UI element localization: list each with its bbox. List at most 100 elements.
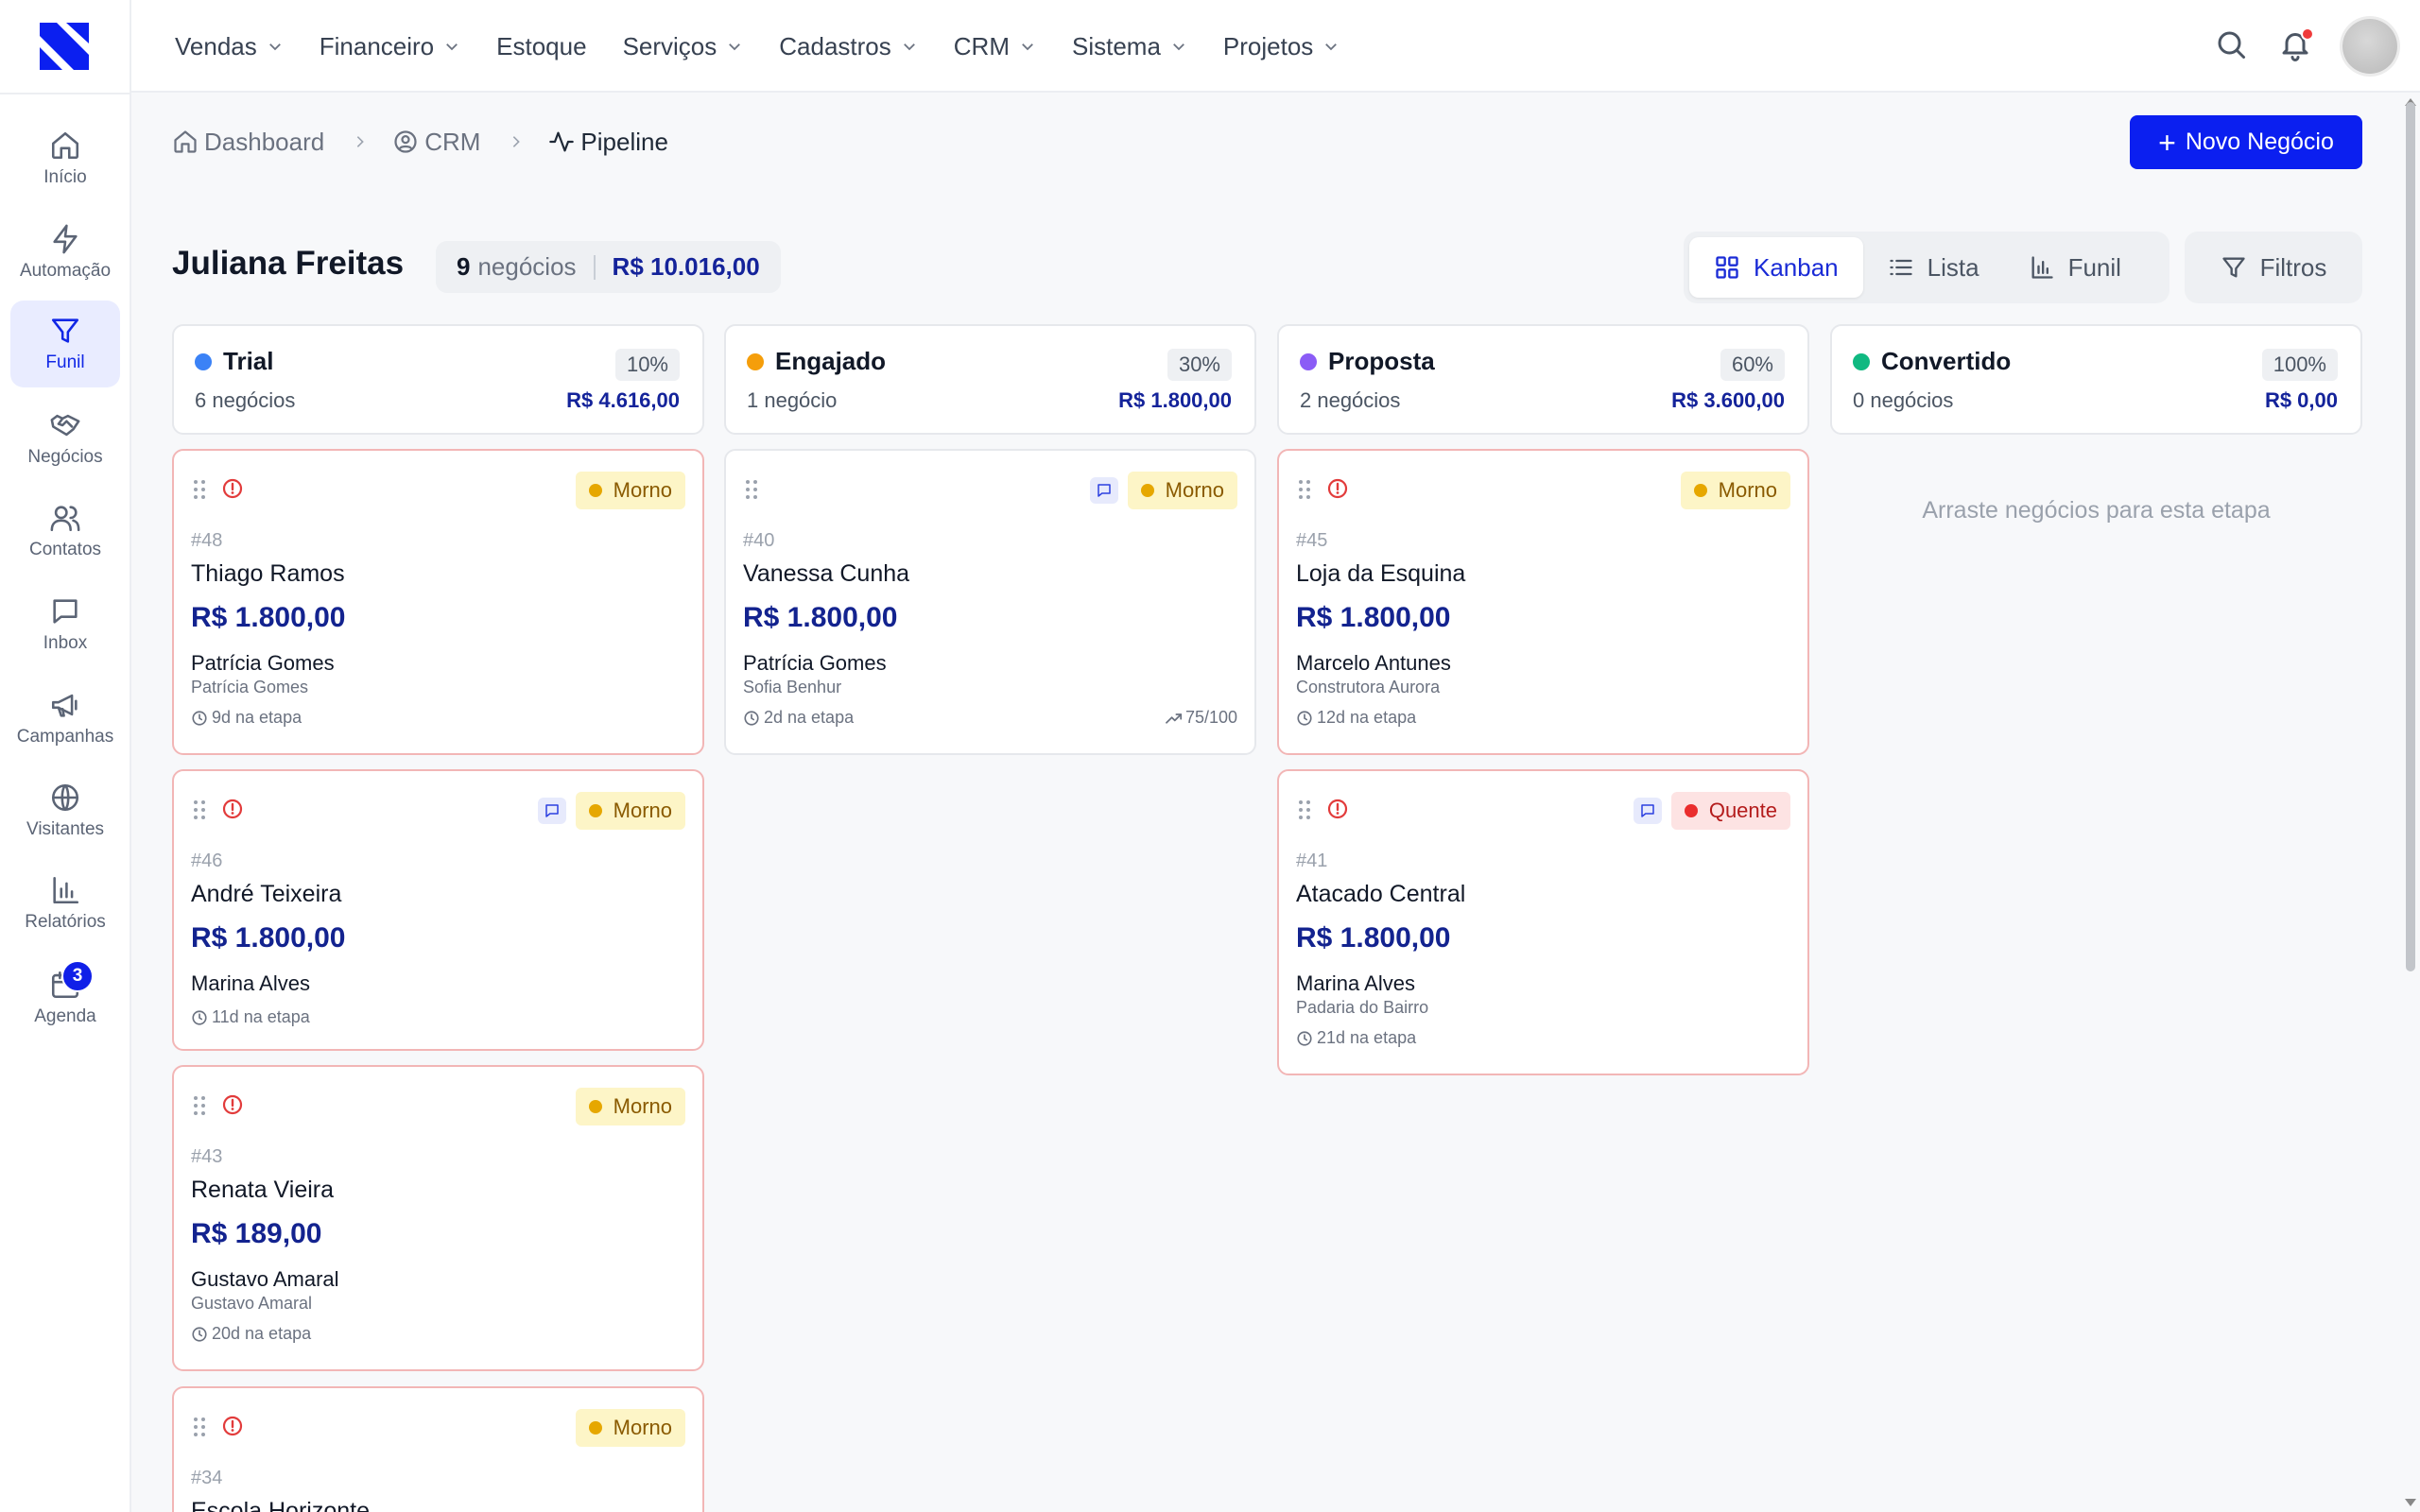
card-tags: Quente xyxy=(1633,792,1790,830)
menu-projetos[interactable]: Projetos xyxy=(1223,32,1340,61)
kanban-column-trial: Trial 10% 6 negócios R$ 4.616,00 Morno #48 Thi… xyxy=(172,324,704,1512)
chat-icon xyxy=(1641,804,1654,817)
temperature-dot xyxy=(588,1100,602,1113)
deal-company: Patrícia Gomes xyxy=(191,678,309,696)
column-header[interactable]: Trial 10% 6 negócios R$ 4.616,00 xyxy=(172,324,704,435)
has-messages-tag[interactable] xyxy=(537,798,566,824)
drag-handle-icon[interactable] xyxy=(1298,479,1311,500)
breadcrumb-dashboard[interactable]: Dashboard xyxy=(172,128,324,157)
view-kanban-button[interactable]: Kanban xyxy=(1689,237,1863,298)
drag-handle-icon[interactable] xyxy=(193,799,206,820)
sidebar-item-campanhas[interactable]: Campanhas xyxy=(10,675,120,762)
time-in-stage: 11d na etapa xyxy=(191,1007,310,1027)
breadcrumb-label: Dashboard xyxy=(204,127,325,156)
menu-label: Sistema xyxy=(1071,31,1161,60)
deal-card[interactable]: Morno #34 Escola Horizonte xyxy=(172,1386,704,1512)
sidebar-item-label: Contatos xyxy=(28,540,102,559)
chevron-down-icon xyxy=(1173,43,1184,51)
menu-vendas[interactable]: Vendas xyxy=(175,32,284,61)
deal-card[interactable]: Morno #40 Vanessa Cunha R$ 1.800,00 Patrícia… xyxy=(724,449,1256,755)
temperature-badge: Morno xyxy=(575,1409,685,1447)
card-tags: Morno xyxy=(1680,472,1790,509)
sidebar-item-relatorios[interactable]: Relatórios xyxy=(10,860,120,947)
chevron-down-icon xyxy=(446,43,458,51)
column-header[interactable]: Convertido 100% 0 negócios R$ 0,00 xyxy=(1830,324,2362,435)
sidebar-item-label: Visitantes xyxy=(26,819,105,839)
deal-contact: Gustavo Amaral xyxy=(191,1267,339,1291)
column-header[interactable]: Proposta 60% 2 negócios R$ 3.600,00 xyxy=(1277,324,1809,435)
notification-dot xyxy=(2301,27,2314,41)
clock-icon xyxy=(1297,710,1312,726)
sidebar-item-automacao[interactable]: Automação xyxy=(10,209,120,296)
sidebar-item-label: Automação xyxy=(19,261,112,281)
clock-icon xyxy=(744,710,759,726)
menu-crm[interactable]: CRM xyxy=(954,32,1036,61)
drag-handle-icon[interactable] xyxy=(745,479,758,500)
deal-company: Construtora Aurora xyxy=(1296,678,1441,696)
temperature-dot xyxy=(1140,484,1154,497)
drag-handle-icon[interactable] xyxy=(193,479,206,500)
new-deal-button[interactable]: + Novo Negócio xyxy=(2130,115,2362,169)
has-messages-tag[interactable] xyxy=(1089,477,1118,504)
sidebar-item-inicio[interactable]: Início xyxy=(10,115,120,202)
view-list-button[interactable]: Lista xyxy=(1863,237,2004,298)
time-in-stage: 2d na etapa xyxy=(743,708,854,728)
drag-handle-icon[interactable] xyxy=(1298,799,1311,820)
deal-card[interactable]: Quente #41 Atacado Central R$ 1.800,00 Marin… xyxy=(1277,769,1809,1075)
chevron-down-icon xyxy=(1325,43,1338,51)
search-button[interactable] xyxy=(2214,27,2252,65)
column-header[interactable]: Engajado 30% 1 negócio R$ 1.800,00 xyxy=(724,324,1256,435)
deal-card[interactable]: Morno #43 Renata Vieira R$ 189,00 Gustavo Am… xyxy=(172,1065,704,1371)
bar-chart-icon xyxy=(53,876,79,904)
menu-servicos[interactable]: Serviços xyxy=(623,32,744,61)
user-avatar[interactable] xyxy=(2342,19,2397,74)
sidebar-item-visitantes[interactable]: Visitantes xyxy=(10,767,120,854)
alert-circle-icon xyxy=(1327,799,1348,819)
view-switcher: Kanban Lista Funil xyxy=(1684,232,2169,303)
temperature-badge: Morno xyxy=(575,1088,685,1125)
time-in-stage-label: 9d na etapa xyxy=(212,708,302,727)
drag-handle-icon[interactable] xyxy=(193,1417,206,1437)
funnel-icon xyxy=(51,318,79,343)
notifications-button[interactable] xyxy=(2278,27,2316,65)
sidebar-item-negocios[interactable]: Negócios xyxy=(10,395,120,482)
deal-id: #48 xyxy=(191,530,223,551)
pipeline-owner-name: Juliana Freitas xyxy=(172,245,405,282)
deal-value: R$ 1.800,00 xyxy=(1296,922,1451,954)
deal-company: Gustavo Amaral xyxy=(191,1294,313,1313)
temperature-label: Morno xyxy=(613,1094,672,1118)
deal-contact: Marina Alves xyxy=(1296,971,1415,995)
column-deal-count: 1 negócio xyxy=(747,388,838,412)
sidebar-item-contatos[interactable]: Contatos xyxy=(10,488,120,575)
chevron-down-icon xyxy=(729,43,741,51)
sidebar-item-funil[interactable]: Funil xyxy=(10,301,120,387)
menu-sistema[interactable]: Sistema xyxy=(1072,32,1187,61)
clock-icon xyxy=(1297,1030,1312,1046)
menu-estoque[interactable]: Estoque xyxy=(496,32,586,61)
deal-value: R$ 189,00 xyxy=(191,1218,322,1249)
menu-cadastros[interactable]: Cadastros xyxy=(779,32,918,61)
deal-value: R$ 1.800,00 xyxy=(743,602,898,633)
has-messages-tag[interactable] xyxy=(1633,798,1662,824)
scroll-down-arrow[interactable] xyxy=(2405,1499,2416,1506)
deal-card[interactable]: Morno #45 Loja da Esquina R$ 1.800,00 Marcel… xyxy=(1277,449,1809,755)
column-deal-count: 0 negócios xyxy=(1853,388,1954,412)
deal-card[interactable]: Morno #48 Thiago Ramos R$ 1.800,00 Patrícia … xyxy=(172,449,704,755)
filters-button[interactable]: Filtros xyxy=(2185,232,2362,303)
drag-handle-icon[interactable] xyxy=(193,1095,206,1116)
deal-id: #46 xyxy=(191,850,223,871)
sidebar-item-inbox[interactable]: Inbox xyxy=(10,581,120,668)
deal-card[interactable]: Morno #46 André Teixeira R$ 1.800,00 Marina … xyxy=(172,769,704,1051)
column-deal-count: 2 negócios xyxy=(1300,388,1401,412)
menu-financeiro[interactable]: Financeiro xyxy=(320,32,460,61)
view-funnel-button[interactable]: Funil xyxy=(2004,237,2146,298)
breadcrumb-crm[interactable]: CRM xyxy=(392,128,480,157)
column-title-label: Trial xyxy=(223,347,274,375)
sidebar-item-agenda[interactable]: Agenda 3 xyxy=(10,954,120,1041)
column-title-label: Engajado xyxy=(775,347,887,375)
deal-value: R$ 1.800,00 xyxy=(1296,602,1451,633)
column-title: Proposta xyxy=(1300,347,1435,376)
scrollbar-thumb[interactable] xyxy=(2406,102,2415,971)
app-logo-icon[interactable] xyxy=(38,21,91,72)
filters-label: Filtros xyxy=(2259,252,2327,282)
